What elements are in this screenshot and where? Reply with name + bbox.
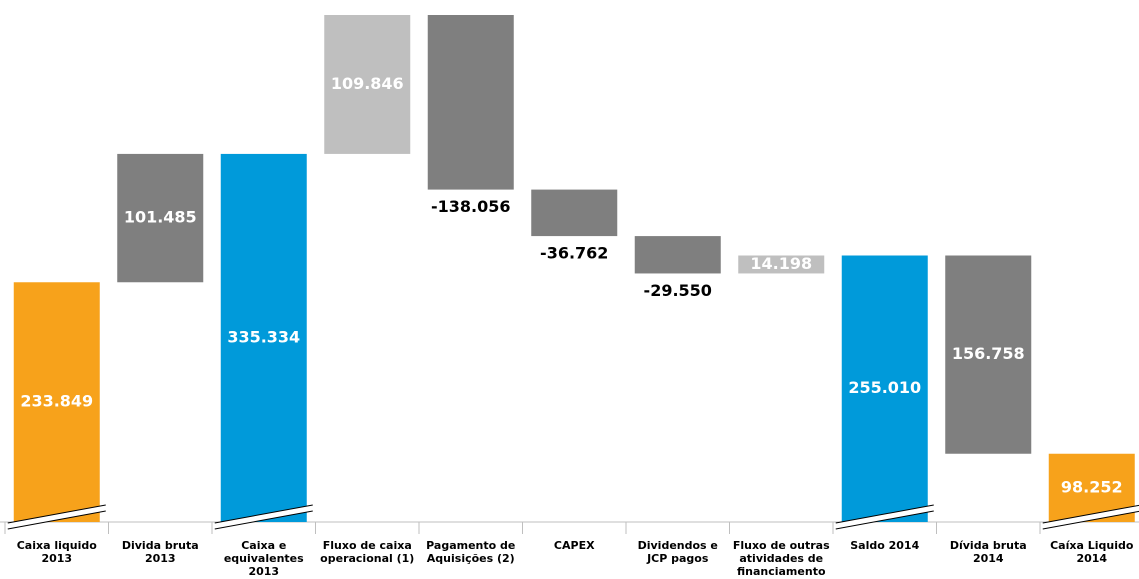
- value-label: 14.198: [750, 254, 812, 273]
- x-tick-label: Divida bruta 2013: [122, 539, 199, 565]
- value-label: -36.762: [540, 244, 608, 263]
- x-tick-label-line: Pagamento de: [426, 539, 515, 552]
- bar: [117, 153, 204, 283]
- x-tick-label: Saldo 2014: [850, 539, 919, 552]
- x-tick-label-line: CAPEX: [554, 539, 595, 552]
- x-tick-label-line: Dívida bruta: [950, 539, 1027, 552]
- axis-break-line: [7, 510, 106, 530]
- axis-break-line: [1042, 504, 1139, 524]
- axis-break-line: [835, 504, 934, 524]
- axis-break: [7, 505, 106, 529]
- axis-break: [214, 505, 313, 529]
- value-label: -29.550: [644, 281, 712, 300]
- x-tick-label-line: 2014: [1076, 552, 1107, 565]
- x-tick-label: Dividendos e JCP pagos: [638, 539, 718, 565]
- x-tick-label-line: operacional (1): [320, 552, 414, 565]
- x-tick-label: Caixa e equivalentes 2013: [224, 539, 304, 578]
- x-tick-label-line: Caíxa Liquido: [1050, 539, 1134, 552]
- value-label: 156.758: [952, 344, 1025, 363]
- x-tick-label-line: 2013: [41, 552, 72, 565]
- x-tick-label-line: Caixa liquido: [17, 539, 98, 552]
- x-tick-label-line: Divida bruta: [122, 539, 199, 552]
- bar: [220, 153, 307, 522]
- bar: [738, 255, 825, 274]
- value-label: 109.846: [331, 74, 404, 93]
- x-tick-label-line: equivalentes: [224, 552, 304, 565]
- x-tick-label-line: 2013: [248, 565, 279, 578]
- bar: [841, 255, 928, 522]
- bar: [531, 189, 618, 237]
- x-tick-label-line: Fluxo de caixa: [323, 539, 412, 552]
- x-tick-label-line: atividades de: [739, 552, 823, 565]
- x-tick-label-line: Caixa e: [241, 539, 286, 552]
- value-label: 98.252: [1061, 477, 1123, 496]
- x-tick-label: Fluxo de outras atividades de financiament…: [733, 539, 830, 578]
- value-label: 255.010: [848, 378, 921, 397]
- x-tick-label-line: Fluxo de outras: [733, 539, 830, 552]
- x-tick-label: Caíxa Liquido 2014: [1050, 539, 1134, 565]
- bar: [427, 15, 514, 190]
- x-tick-label-line: 2014: [973, 552, 1004, 565]
- bar: [945, 255, 1032, 454]
- x-tick-label: Pagamento de Aquisições (2): [426, 539, 515, 565]
- axis-break: [1042, 505, 1139, 529]
- value-label: -138.056: [431, 197, 511, 216]
- axis-break-line: [214, 504, 313, 524]
- x-tick-label: Dívida bruta 2014: [950, 539, 1027, 565]
- axis-break: [835, 505, 934, 529]
- x-tick-label-line: Dividendos e: [638, 539, 718, 552]
- axis-break-line: [1042, 510, 1139, 530]
- bar: [324, 15, 411, 154]
- x-tick-label: Caixa liquido 2013: [17, 539, 98, 565]
- x-tick-label-line: financiamento: [737, 565, 826, 578]
- value-label: 335.334: [227, 327, 300, 346]
- x-tick-label: Fluxo de caixa operacional (1): [320, 539, 414, 565]
- axis-break-line: [214, 510, 313, 530]
- value-label: 233.849: [20, 392, 93, 411]
- x-tick-label-line: Saldo 2014: [850, 539, 919, 552]
- value-label: 101.485: [124, 208, 197, 227]
- axis-break-line: [835, 510, 934, 530]
- x-tick-label-line: Aquisições (2): [427, 552, 515, 565]
- bar: [634, 236, 721, 274]
- x-tick-label-line: JCP pagos: [646, 552, 709, 565]
- x-tick-label-line: 2013: [145, 552, 176, 565]
- axis-break-line: [7, 504, 106, 524]
- bar: [13, 282, 100, 522]
- x-tick-label: CAPEX: [554, 539, 595, 552]
